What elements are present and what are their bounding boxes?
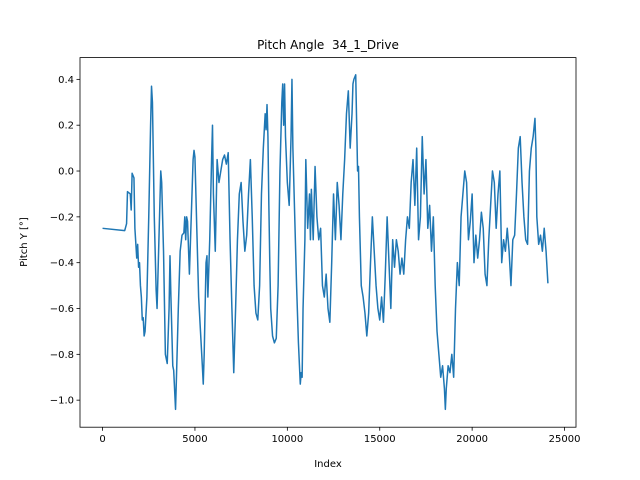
x-tick-label: 0: [99, 434, 105, 445]
y-tick-label: 0.2: [58, 121, 74, 132]
axes-frame: [79, 57, 577, 428]
y-tick-label: −0.6: [50, 304, 74, 315]
x-axis-label: Index: [314, 459, 342, 470]
y-tick-label: 0.4: [58, 75, 74, 86]
y-tick-label: −1.0: [50, 396, 74, 407]
x-tick-label: 25000: [549, 434, 581, 445]
y-tick-label: −0.2: [50, 212, 74, 223]
chart-title: Pitch Angle 34_1_Drive: [257, 38, 399, 52]
y-tick-label: 0.0: [58, 167, 74, 178]
x-tick-label: 5000: [182, 434, 207, 445]
y-tick-label: −0.4: [50, 258, 74, 269]
y-tick-label: −0.8: [50, 350, 74, 361]
x-tick-label: 15000: [364, 434, 396, 445]
y-axis-label: Pitch Y [°]: [19, 217, 30, 267]
data-line: [102, 74, 549, 411]
x-tick-label: 10000: [271, 434, 303, 445]
x-tick-label: 20000: [456, 434, 488, 445]
